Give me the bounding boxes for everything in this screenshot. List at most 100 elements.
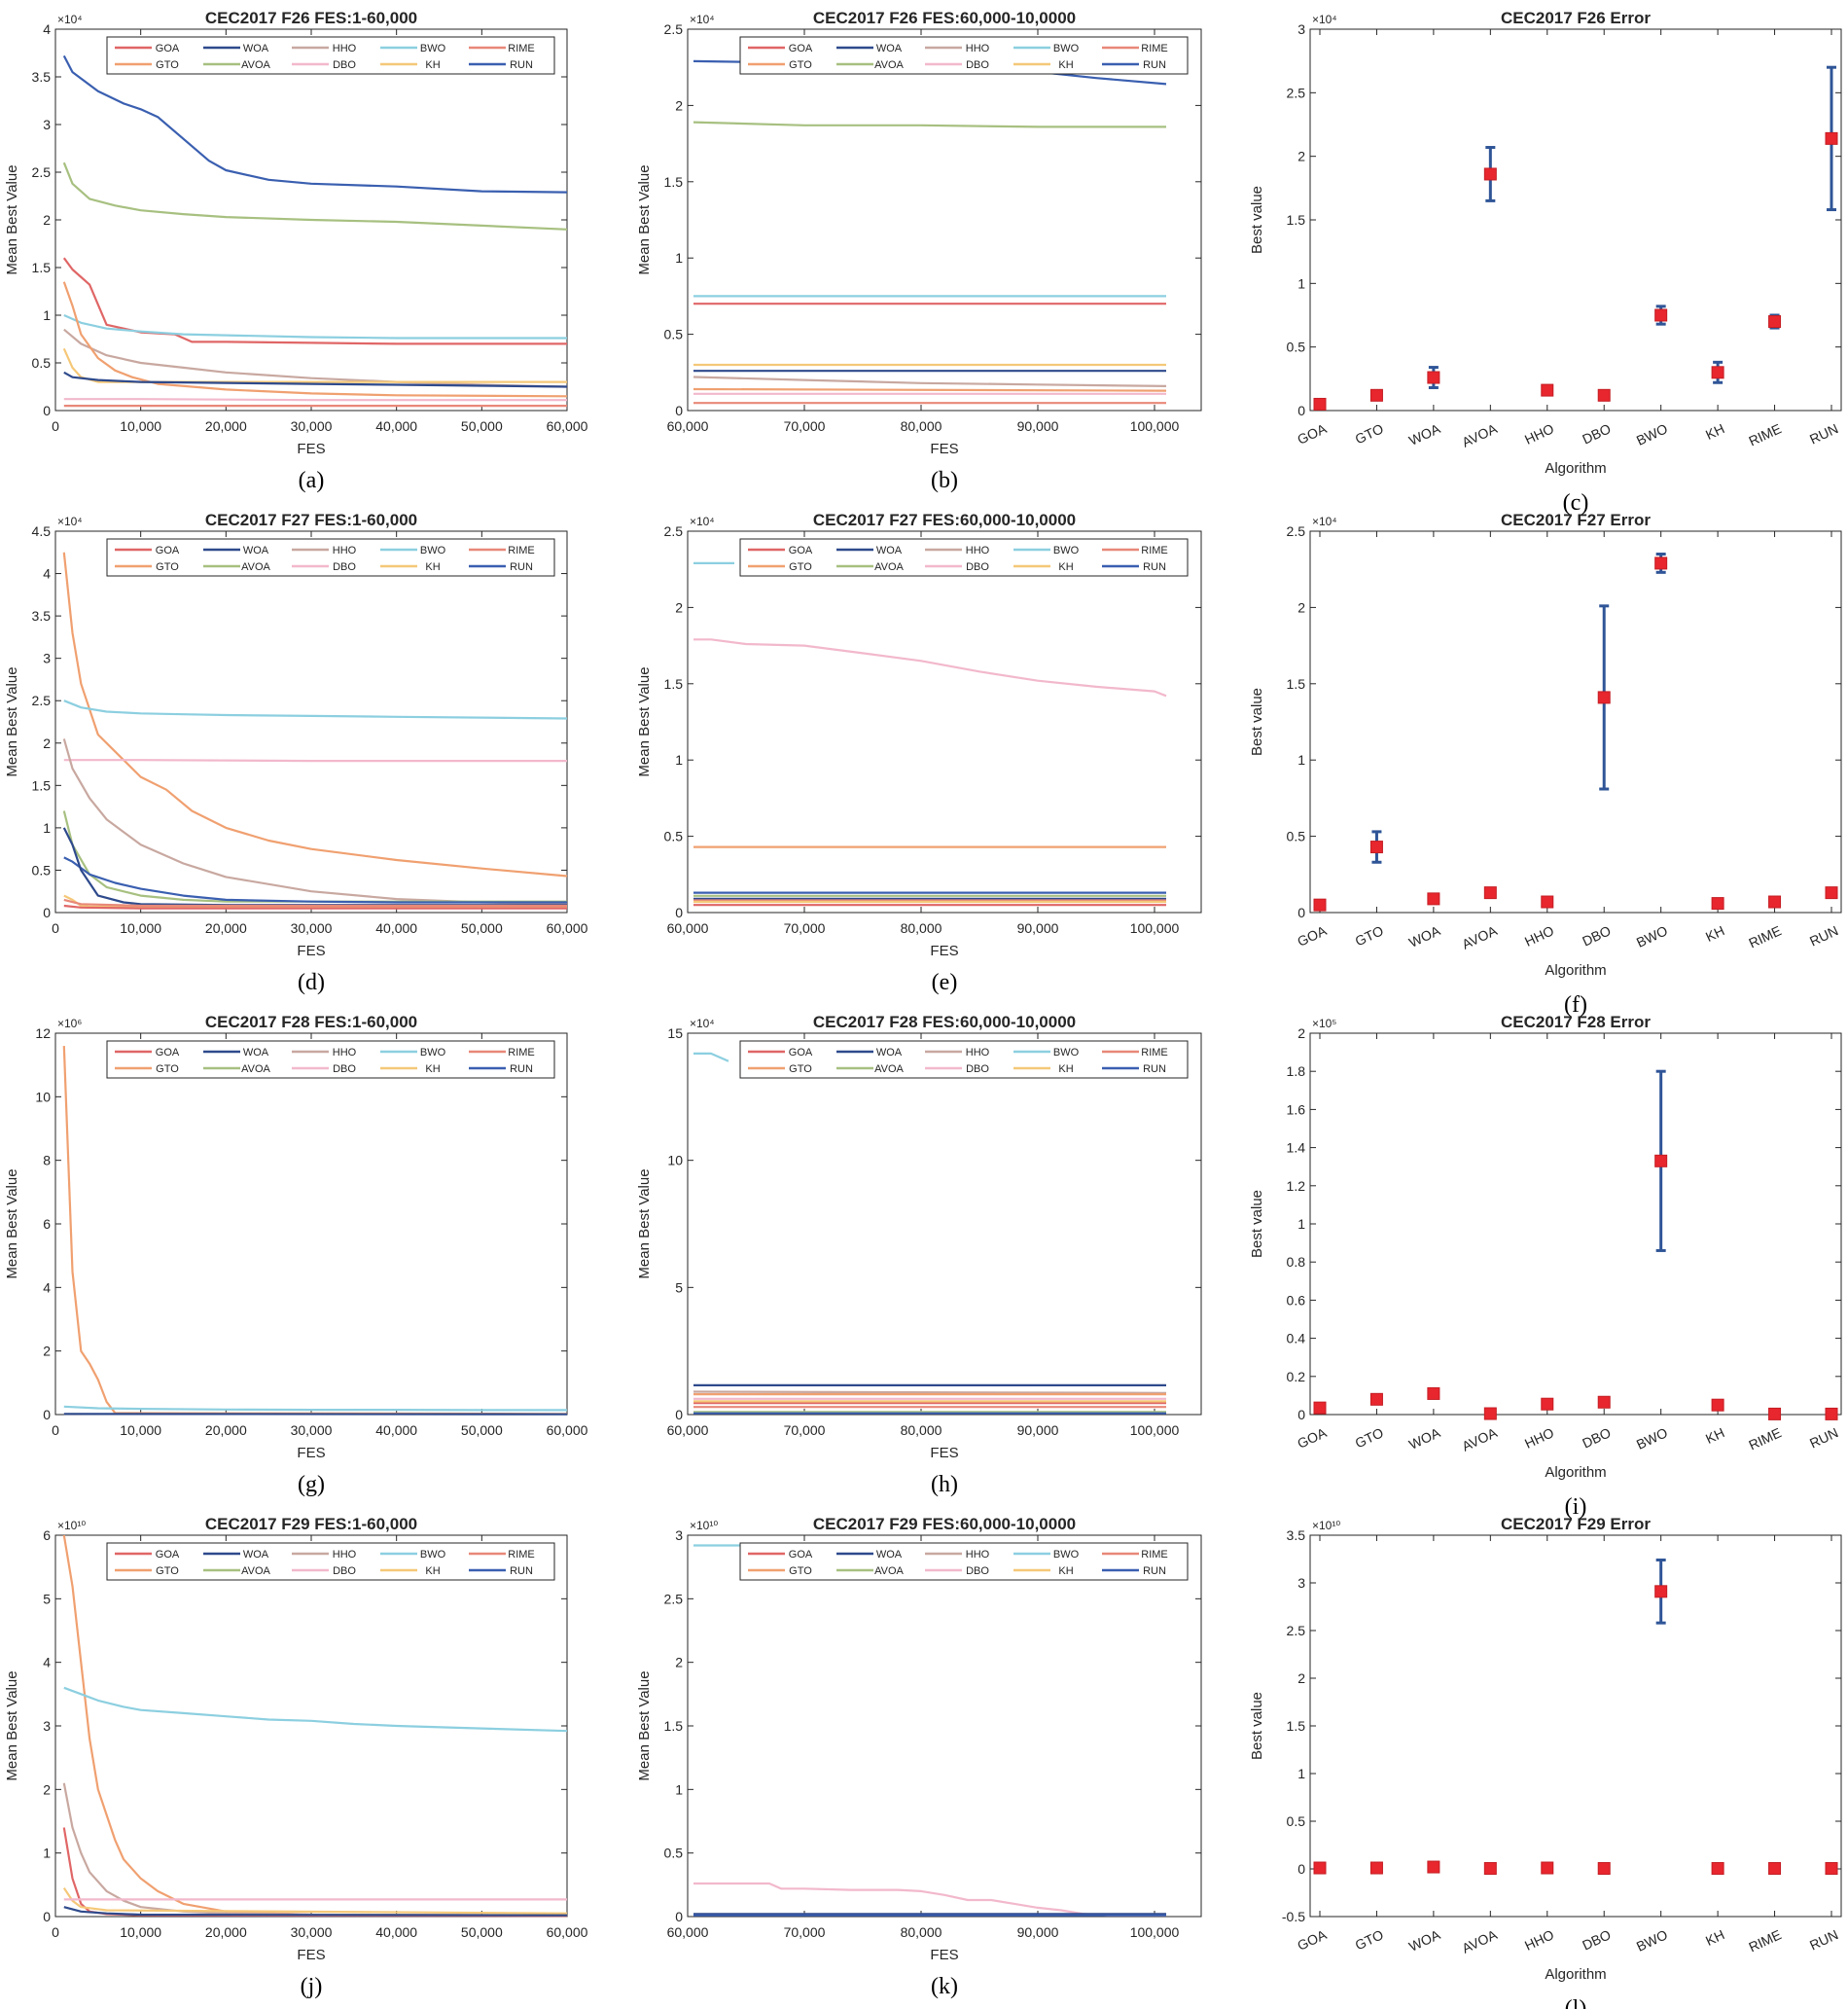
- mean-marker: [1313, 1401, 1327, 1415]
- y-tick-label: 0: [1297, 1861, 1305, 1877]
- y-tick-label: 1.4: [1287, 1140, 1306, 1156]
- y-tick-label: 0.5: [664, 327, 684, 342]
- legend-label-rime: RIME: [1141, 1047, 1168, 1058]
- x-category-label: BWO: [1634, 1926, 1670, 1955]
- legend-label-gto: GTO: [156, 1063, 179, 1075]
- axis-multiplier: ×10⁴: [690, 13, 715, 26]
- x-category-label: GOA: [1295, 1424, 1330, 1452]
- error-bar-rime: [1768, 895, 1782, 909]
- chart-title: CEC2017 F29 FES:1-60,000: [205, 1515, 417, 1533]
- x-tick-label: 70,000: [784, 418, 826, 434]
- series-line-hho: [693, 376, 1167, 387]
- panel-caption: (d): [298, 970, 325, 995]
- x-tick-label: 80,000: [901, 1422, 942, 1438]
- series-line-hho: [63, 328, 568, 388]
- plot-area: [687, 28, 1202, 412]
- x-axis-label: FES: [930, 1445, 958, 1461]
- legend-label-bwo: BWO: [1053, 43, 1080, 54]
- x-tick-label: 100,000: [1130, 1422, 1180, 1438]
- y-tick-label: 1.5: [1287, 1718, 1306, 1734]
- x-tick-label: 90,000: [1017, 1924, 1059, 1940]
- legend-label-gto: GTO: [156, 59, 179, 71]
- panel-caption: (k): [931, 1974, 958, 1999]
- panel-a: 0 0.5 1 1.5 2 2.5 3 3.5 4 ×10⁴ 0 10,000 20,000 30,000…: [4, 9, 588, 493]
- x-category-label: DBO: [1580, 420, 1613, 447]
- legend-label-avoa: AVOA: [874, 1565, 904, 1577]
- legend-label-kh: KH: [1058, 561, 1073, 573]
- series-line-goa: [62, 257, 567, 345]
- axis-multiplier: ×10⁴: [1312, 515, 1337, 528]
- x-tick-label: 80,000: [901, 920, 942, 936]
- x-category-label: WOA: [1406, 420, 1443, 448]
- legend-label-avoa: AVOA: [874, 59, 904, 71]
- x-axis-label: Algorithm: [1545, 1464, 1606, 1481]
- chart-title: CEC2017 F28 FES:60,000-10,0000: [813, 1013, 1076, 1031]
- legend-label-goa: GOA: [156, 43, 180, 54]
- legend-label-kh: KH: [425, 59, 440, 71]
- x-category-label: GOA: [1295, 420, 1330, 448]
- y-tick-label: 1.2: [1287, 1178, 1306, 1194]
- legend-label-woa: WOA: [876, 1549, 903, 1561]
- error-bar-avoa: [1483, 1862, 1497, 1876]
- y-tick-label: 3: [675, 1527, 683, 1543]
- y-tick-label: 1.6: [1287, 1101, 1306, 1117]
- y-tick-label: 1.5: [32, 260, 52, 275]
- legend-label-avoa: AVOA: [874, 561, 904, 573]
- legend-label-woa: WOA: [243, 1549, 269, 1561]
- plot-area: [1309, 530, 1842, 914]
- panel-d: 0 0.5 1 1.5 2 2.5 3 3.5 4 4.5 ×10⁴ 0 10,000 20,000 30,…: [4, 511, 588, 995]
- mean-marker: [1427, 1860, 1440, 1874]
- x-category-label: RUN: [1807, 1424, 1840, 1451]
- x-category-label: AVOA: [1460, 420, 1501, 450]
- error-bar-run: [1825, 1407, 1838, 1420]
- x-category-label: DBO: [1580, 1926, 1613, 1953]
- error-bar-bwo: [1654, 1069, 1668, 1252]
- legend-box: [106, 538, 555, 577]
- error-bar-run: [1825, 1862, 1838, 1876]
- x-tick-label: 60,000: [547, 1422, 588, 1438]
- x-tick-label: 60,000: [547, 920, 588, 936]
- plot-area: [54, 530, 568, 914]
- y-tick-label: 1.8: [1287, 1063, 1306, 1079]
- error-bar-kh: [1711, 897, 1724, 911]
- legend: GOA WOA HHO BWO RIME GTO AVOA DBO KH RUN: [106, 36, 555, 75]
- x-tick-label: 20,000: [205, 1924, 247, 1940]
- mean-marker: [1768, 315, 1782, 329]
- series-line-dbo: [63, 398, 567, 402]
- y-tick-label: 1: [1297, 1766, 1305, 1781]
- series-line-gto: [62, 552, 568, 878]
- legend-label-run: RUN: [1143, 561, 1166, 573]
- legend-label-woa: WOA: [876, 43, 903, 54]
- legend-label-dbo: DBO: [333, 1063, 356, 1075]
- y-tick-label: 2: [43, 1781, 51, 1797]
- mean-marker: [1483, 167, 1497, 181]
- panel-caption: (l): [1565, 1996, 1587, 2009]
- series-group: [62, 1534, 568, 1918]
- plot-area: [54, 1534, 568, 1918]
- legend-label-rime: RIME: [1141, 545, 1168, 556]
- x-tick-label: 60,000: [547, 418, 588, 434]
- legend-label-kh: KH: [1058, 1565, 1073, 1577]
- legend-label-hho: HHO: [966, 1047, 990, 1058]
- legend-label-gto: GTO: [789, 561, 812, 573]
- panel-k: 0 0.5 1 1.5 2 2.5 3 ×10¹⁰ 60,000 70,000 80,000 90,0…: [636, 1515, 1202, 1999]
- legend-label-bwo: BWO: [1053, 545, 1080, 556]
- error-bar-bwo: [1654, 1558, 1668, 1625]
- y-tick-label: 3.5: [1287, 1527, 1306, 1543]
- legend-label-kh: KH: [425, 1565, 440, 1577]
- legend-label-gto: GTO: [789, 1063, 812, 1075]
- mean-marker: [1825, 131, 1838, 145]
- legend-label-dbo: DBO: [966, 1063, 989, 1075]
- y-tick-label: 6: [43, 1216, 51, 1232]
- error-bar-rime: [1768, 313, 1782, 330]
- y-tick-label: 0.5: [1287, 340, 1306, 355]
- x-category-label: HHO: [1522, 1424, 1556, 1452]
- legend-label-woa: WOA: [243, 1047, 269, 1058]
- legend-label-hho: HHO: [333, 1047, 357, 1058]
- y-axis-label: Best value: [1249, 1692, 1265, 1760]
- mean-marker: [1825, 886, 1838, 900]
- x-category-label: GTO: [1353, 1424, 1386, 1451]
- mean-marker: [1369, 1861, 1383, 1875]
- panel-caption: (h): [931, 1472, 958, 1497]
- chart-title: CEC2017 F27 Error: [1501, 511, 1651, 529]
